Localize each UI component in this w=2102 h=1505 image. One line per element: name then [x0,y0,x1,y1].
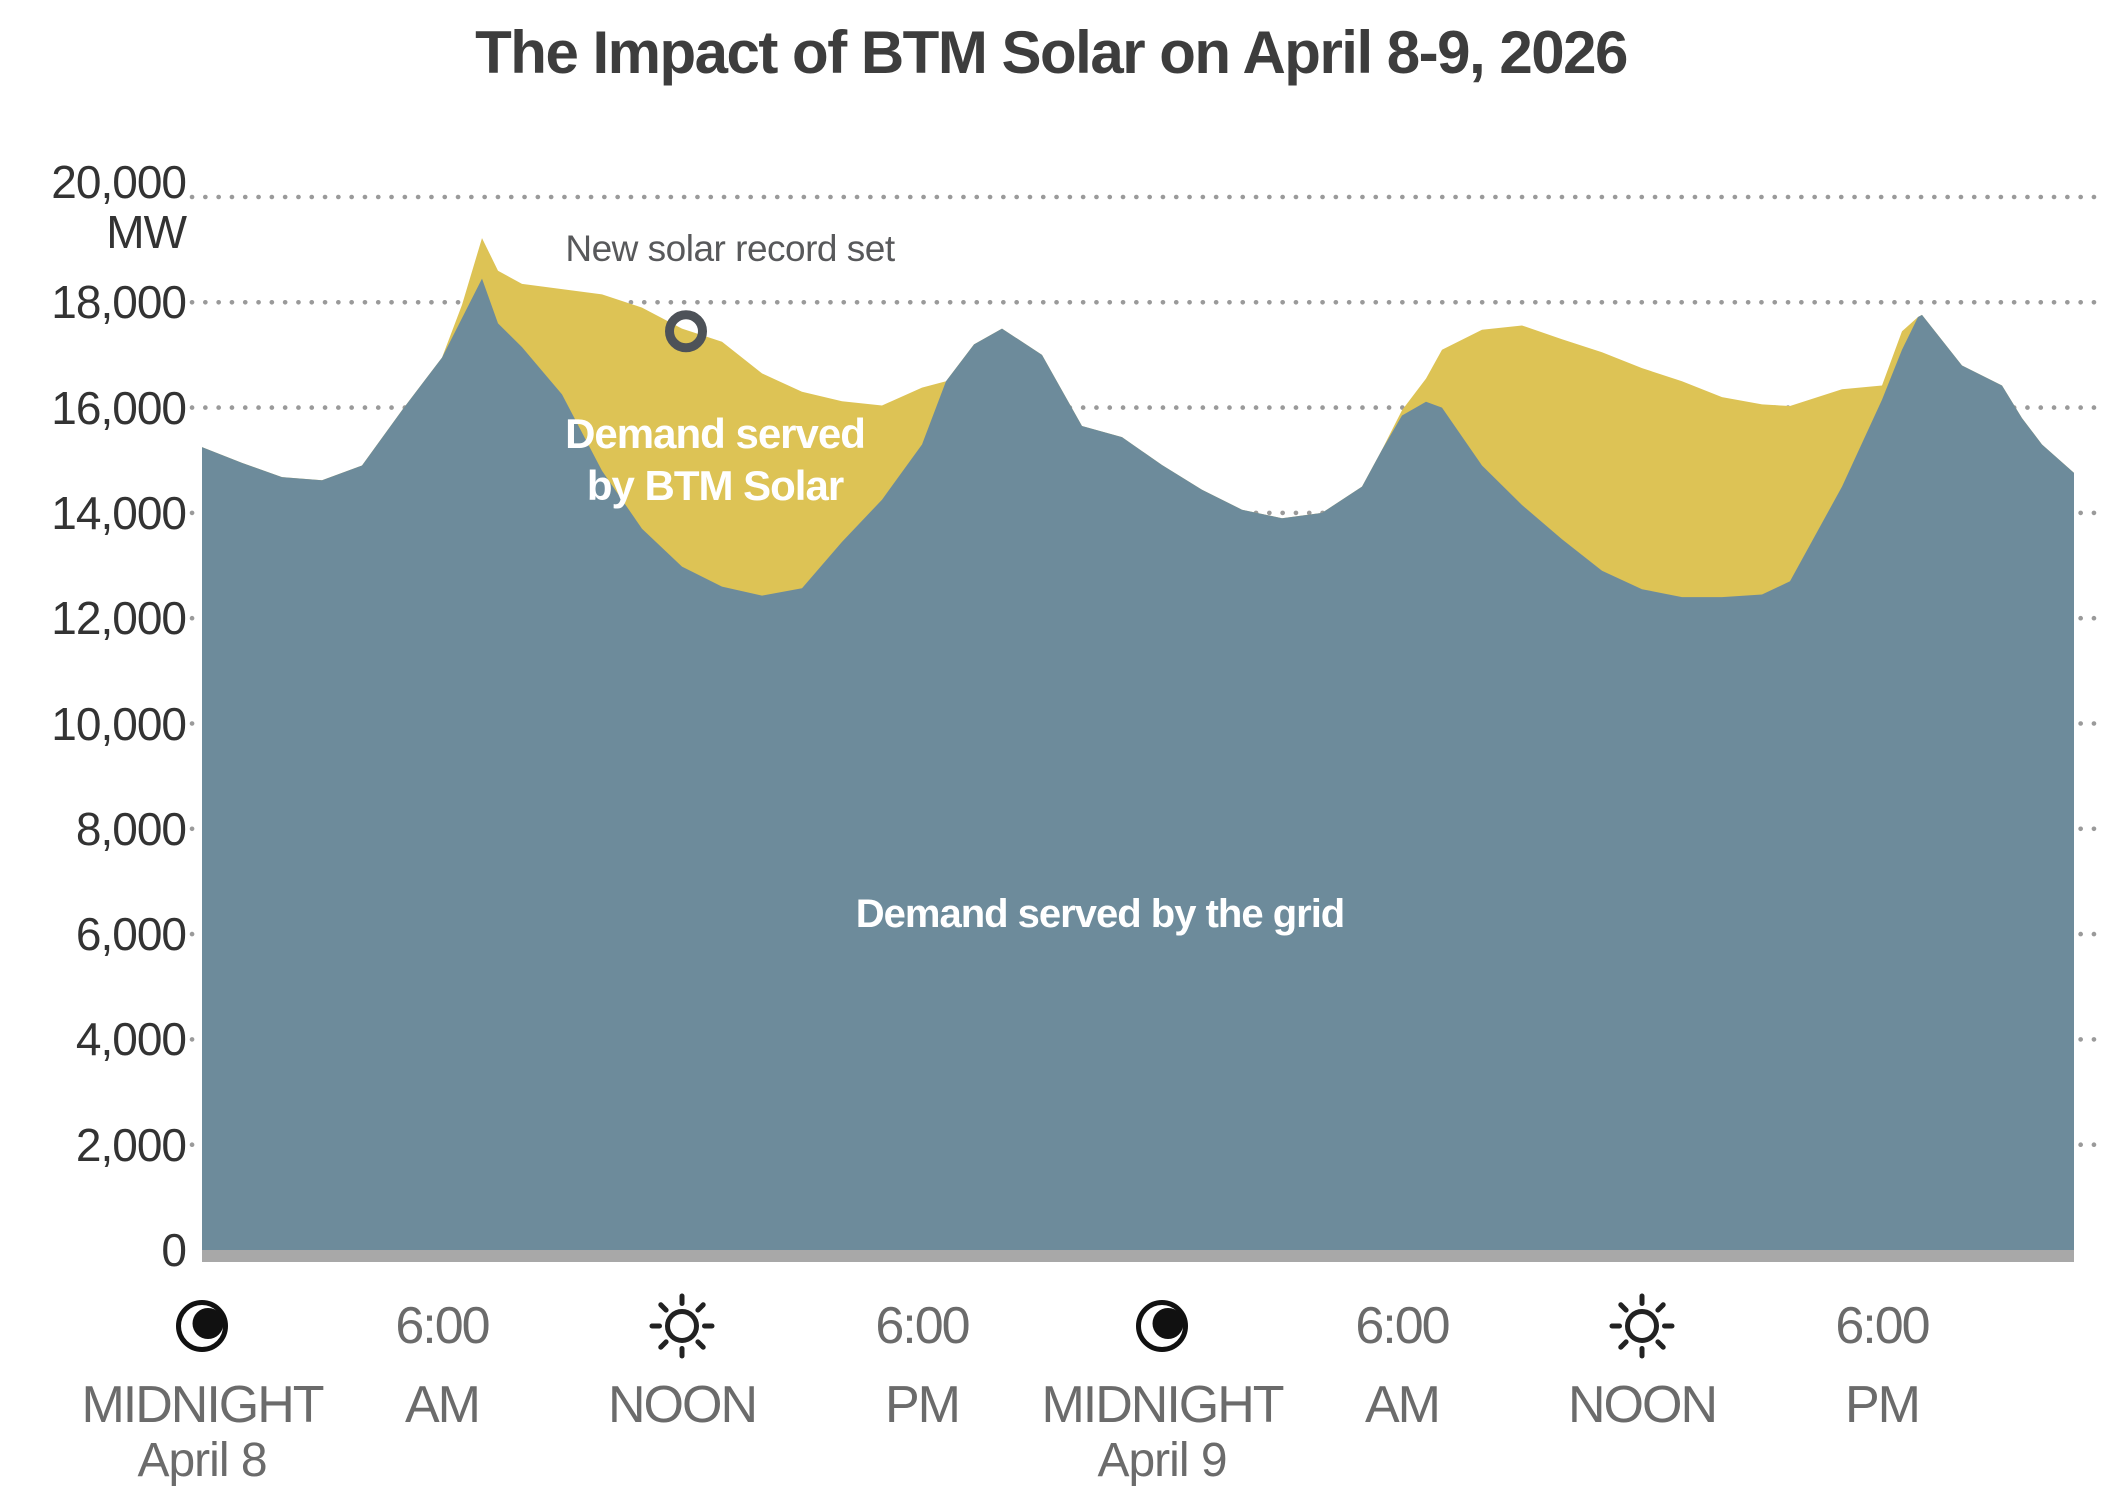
moon-icon-wrap [32,1280,372,1372]
x-axis-tick-6-00pm: 6:00 PM [752,1280,1092,1432]
x-axis-tick-midnight: MIDNIGHT April 8 [32,1280,372,1486]
moon-icon-wrap [992,1280,1332,1372]
x-axis-tick-midnight: MIDNIGHT April 9 [992,1280,1332,1486]
x-axis-tick-6-00am: 6:00 AM [1232,1280,1572,1432]
x-axis-date-label: April 9 [1097,1434,1227,1487]
sun-icon-wrap [1472,1280,1812,1372]
y-axis-tick-label: 4,000 [75,1013,187,1066]
grid-area-label: Demand served by the grid [855,892,1345,936]
x-axis-tick-label: NOON [608,1376,758,1434]
x-axis-time-label: 6:00 [1712,1280,2052,1372]
sun-icon [649,1293,715,1359]
moon-icon [1136,1300,1188,1352]
record-marker-circle [665,310,707,353]
x-axis-tick-noon: NOON [512,1280,852,1432]
y-axis-tick-label: 6,000 [75,908,187,961]
x-axis-time-label: 6:00 [272,1280,612,1372]
x-axis-tick-label: AM [1365,1376,1441,1434]
chart-title: The Impact of BTM Solar on April 8-9, 20… [475,19,1628,86]
x-axis-time-label: 6:00 [752,1280,1092,1372]
x-axis-tick-label: MIDNIGHT [81,1376,324,1434]
x-axis-tick-6-00pm: 6:00 PM [1712,1280,2052,1432]
y-axis-tick-label: 20,000 [51,156,187,208]
x-axis-tick-noon: NOON [1472,1280,1812,1432]
sun-icon-wrap [512,1280,852,1372]
x-axis-tick-label: PM [885,1376,961,1434]
x-axis-time-label: 6:00 [1232,1280,1572,1372]
y-axis-tick-label: 16,000 [51,381,187,434]
y-axis-tick-label: 14,000 [51,486,187,539]
annotation-new-solar-record: New solar record set [565,228,895,269]
y-axis-tick-label: 2,000 [75,1118,187,1171]
moon-icon [176,1300,228,1352]
y-axis-tick-label: 12,000 [51,592,187,645]
x-axis-time-label: 6:00 [1835,1297,1930,1355]
y-axis-tick-label: 0 [161,1224,187,1276]
x-axis-time-label: 6:00 [1355,1297,1450,1355]
x-axis-tick-label: AM [405,1376,481,1434]
y-axis-tick-label: 18,000 [51,276,187,329]
sun-icon [1609,1293,1675,1359]
y-axis-unit-label: MW [106,206,187,258]
grid-area [202,278,2074,1251]
solar-area-label-line1: Demand served [565,410,866,457]
x-axis-tick-label: NOON [1568,1376,1718,1434]
x-axis-time-label: 6:00 [395,1297,490,1355]
x-axis-date-label: April 8 [137,1434,267,1487]
x-axis-tick-label: MIDNIGHT [1041,1376,1284,1434]
x-axis-tick-label: PM [1845,1376,1921,1434]
x-axis-time-label: 6:00 [875,1297,970,1355]
solar-area-label: Demand served by BTM Solar [565,408,866,512]
x-axis-tick-6-00am: 6:00 AM [272,1280,612,1432]
solar-area-label-line2: by BTM Solar [586,462,844,509]
y-axis-tick-label: 8,000 [75,802,187,855]
x-axis-baseline [202,1250,2074,1262]
y-axis-tick-label: 10,000 [51,697,187,750]
